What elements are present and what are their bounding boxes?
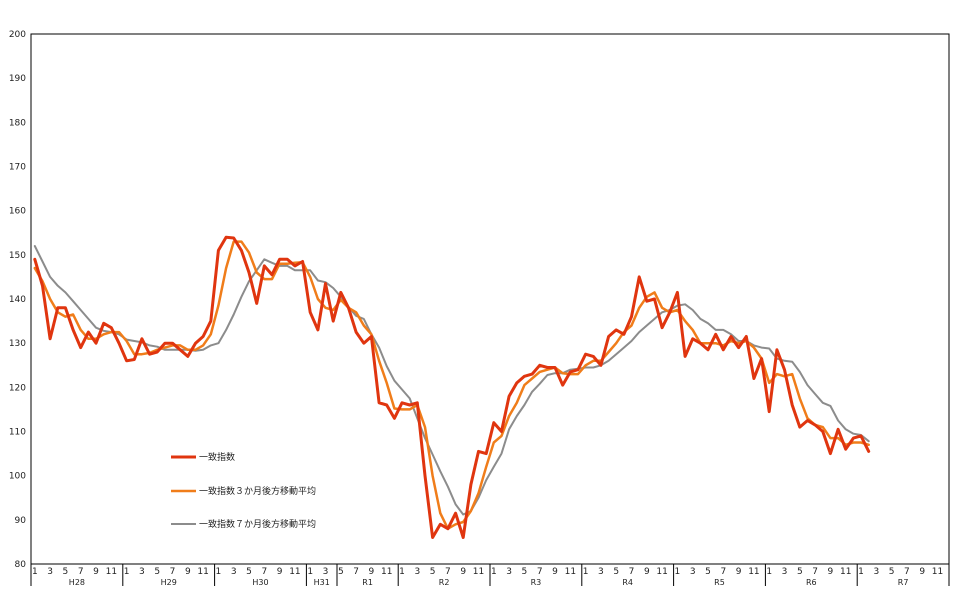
x-tick-label: 11	[197, 567, 208, 577]
x-axis-ticks: 1 3 5 7 9 11 1 3 5 7 9 11 1 3 5 7 9 11 1 3 5 7 9 11 1 3 5 7 9 11 1 3 5 7 9…	[30, 564, 950, 587]
x-tick-label: 3	[414, 567, 420, 577]
x-tick-label: 1	[399, 567, 405, 577]
x-tick-label: 3	[231, 567, 237, 577]
series-line-2	[33, 245, 870, 516]
x-tick-label: 5	[889, 567, 895, 577]
x-tick-label: 5	[613, 567, 619, 577]
x-tick-label: 11	[656, 567, 667, 577]
x-tick-label: 1	[491, 567, 497, 577]
x-tick-label: 1	[216, 567, 222, 577]
era-label: H28	[69, 578, 85, 587]
x-tick-label: 7	[170, 567, 176, 577]
x-tick-label: 7	[445, 567, 451, 577]
era-label: R5	[714, 578, 725, 587]
series-line-0	[33, 235, 871, 539]
x-tick-label: 3	[506, 567, 512, 577]
x-tick-label: 9	[552, 567, 558, 577]
x-tick-label: 11	[840, 567, 851, 577]
x-tick-label: 1	[675, 567, 681, 577]
x-tick-label: 11	[289, 567, 300, 577]
x-tick-label: 11	[473, 567, 484, 577]
x-tick-label: 5	[246, 567, 252, 577]
x-tick-label: 7	[629, 567, 635, 577]
x-tick-label: 9	[185, 567, 191, 577]
legend-label: 一致指数７か月後方移動平均	[199, 518, 316, 530]
era-label: R4	[622, 578, 633, 587]
x-tick-label: 11	[932, 567, 943, 577]
y-tick-label: 80	[15, 560, 27, 570]
x-tick-label: 11	[565, 567, 576, 577]
series-lines	[33, 235, 871, 539]
x-tick-label: 9	[919, 567, 925, 577]
era-label: R6	[806, 578, 817, 587]
era-label: R7	[898, 578, 909, 587]
y-tick-label: 170	[9, 163, 26, 173]
x-tick-label: 3	[873, 567, 879, 577]
x-tick-label: 5	[522, 567, 528, 577]
x-tick-label: 5	[338, 567, 344, 577]
x-tick-label: 3	[47, 567, 53, 577]
y-tick-label: 180	[9, 118, 26, 128]
x-tick-label: 1	[32, 567, 38, 577]
x-tick-label: 1	[766, 567, 772, 577]
y-tick-label: 160	[9, 207, 26, 217]
x-tick-label: 3	[690, 567, 696, 577]
x-tick-label: 7	[812, 567, 818, 577]
x-tick-label: 5	[797, 567, 803, 577]
y-tick-label: 90	[15, 516, 27, 526]
y-tick-label: 120	[9, 383, 26, 393]
x-tick-label: 1	[307, 567, 313, 577]
era-label: H30	[252, 578, 268, 587]
y-tick-label: 110	[9, 428, 26, 438]
x-tick-label: 3	[782, 567, 788, 577]
y-tick-label: 100	[9, 472, 26, 482]
plot-area	[30, 33, 950, 565]
x-tick-label: 9	[277, 567, 283, 577]
y-tick-label: 140	[9, 295, 26, 305]
y-tick-label: 190	[9, 74, 26, 84]
x-tick-label: 7	[904, 567, 910, 577]
y-axis-ticks: 80 90 100 110 120 130 140 150 160 170 180 190 200	[9, 30, 26, 570]
era-label: R3	[531, 578, 542, 587]
x-tick-label: 9	[736, 567, 742, 577]
y-tick-label: 130	[9, 339, 26, 349]
x-tick-label: 7	[261, 567, 267, 577]
x-tick-label: 9	[644, 567, 650, 577]
x-tick-label: 9	[460, 567, 466, 577]
x-tick-label: 3	[323, 567, 329, 577]
x-tick-label: 11	[106, 567, 117, 577]
x-tick-label: 7	[78, 567, 84, 577]
x-tick-label: 7	[537, 567, 543, 577]
era-label: H31	[314, 578, 330, 587]
era-label: R2	[439, 578, 450, 587]
x-tick-label: 11	[748, 567, 759, 577]
y-tick-label: 150	[9, 251, 26, 261]
x-tick-label: 5	[154, 567, 160, 577]
era-label: H29	[161, 578, 177, 587]
x-tick-label: 3	[139, 567, 145, 577]
x-tick-label: 9	[369, 567, 375, 577]
y-tick-label: 200	[9, 30, 26, 40]
era-label: R1	[362, 578, 373, 587]
x-tick-label: 9	[828, 567, 834, 577]
legend-label: 一致指数	[199, 451, 235, 463]
x-tick-label: 3	[598, 567, 604, 577]
x-tick-label: 1	[583, 567, 589, 577]
x-tick-label: 7	[720, 567, 726, 577]
x-tick-label: 1	[858, 567, 864, 577]
x-tick-label: 11	[381, 567, 392, 577]
x-tick-label: 5	[430, 567, 436, 577]
legend-label: 一致指数３か月後方移動平均	[199, 485, 316, 497]
x-tick-label: 9	[93, 567, 99, 577]
x-tick-label: 5	[63, 567, 69, 577]
x-tick-label: 5	[705, 567, 711, 577]
x-tick-label: 1	[124, 567, 130, 577]
x-tick-label: 7	[353, 567, 359, 577]
